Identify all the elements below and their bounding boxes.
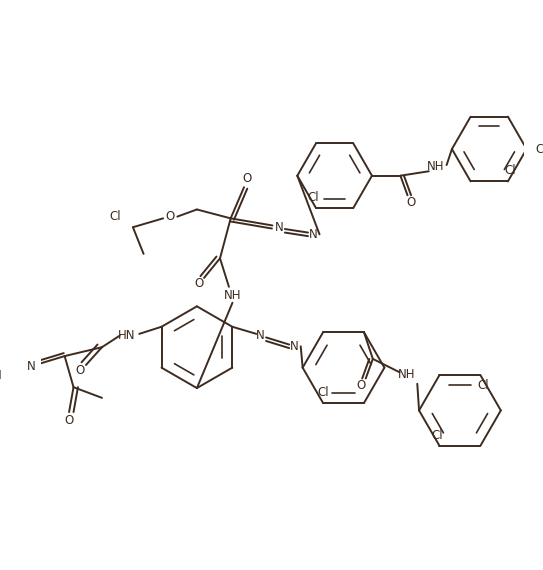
Text: Cl: Cl bbox=[535, 142, 543, 156]
Text: Cl: Cl bbox=[431, 429, 443, 442]
Text: Cl: Cl bbox=[317, 386, 329, 399]
Text: N: N bbox=[275, 221, 284, 234]
Text: O: O bbox=[166, 210, 175, 223]
Text: Cl: Cl bbox=[109, 210, 121, 223]
Text: O: O bbox=[242, 172, 251, 185]
Text: Cl: Cl bbox=[477, 379, 489, 392]
Text: N: N bbox=[290, 340, 299, 353]
Text: N: N bbox=[0, 369, 2, 382]
Text: Cl: Cl bbox=[505, 164, 516, 177]
Text: HN: HN bbox=[118, 329, 136, 342]
Text: O: O bbox=[75, 364, 84, 377]
Text: O: O bbox=[194, 276, 203, 290]
Text: O: O bbox=[65, 414, 74, 428]
Text: N: N bbox=[27, 360, 35, 373]
Text: O: O bbox=[406, 196, 416, 209]
Text: Cl: Cl bbox=[307, 191, 319, 204]
Text: O: O bbox=[357, 379, 366, 392]
Text: N: N bbox=[256, 329, 265, 342]
Text: NH: NH bbox=[398, 368, 415, 381]
Text: NH: NH bbox=[427, 160, 445, 173]
Text: NH: NH bbox=[224, 289, 241, 302]
Text: N: N bbox=[309, 228, 318, 241]
